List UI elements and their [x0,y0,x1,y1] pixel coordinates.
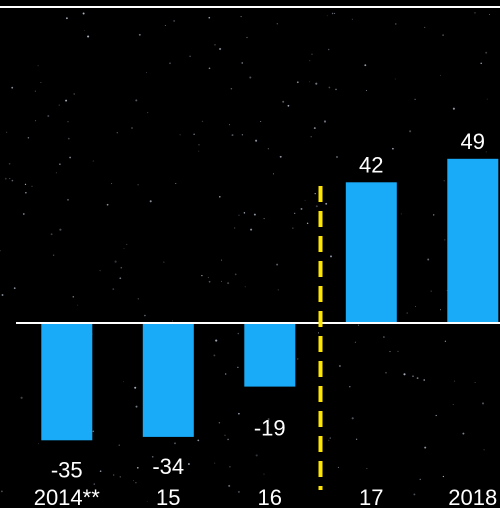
bar-2018 [447,158,499,323]
data-label-15: -34 [152,454,184,479]
data-label-17: 42 [359,152,383,177]
bar-17 [345,182,397,323]
x-tick-label-16: 16 [258,485,282,508]
bar-2014 [41,323,93,441]
x-tick-label-2014: 2014** [34,485,101,508]
data-label-2018: 49 [461,129,485,154]
data-label-16: -19 [254,416,286,441]
x-tick-label-15: 15 [156,485,180,508]
x-tick-label-2018: 2018 [448,485,497,508]
bar-16 [244,323,296,387]
bar-15 [142,323,194,437]
x-tick-label-17: 17 [359,485,383,508]
data-label-2014: -35 [51,457,83,482]
